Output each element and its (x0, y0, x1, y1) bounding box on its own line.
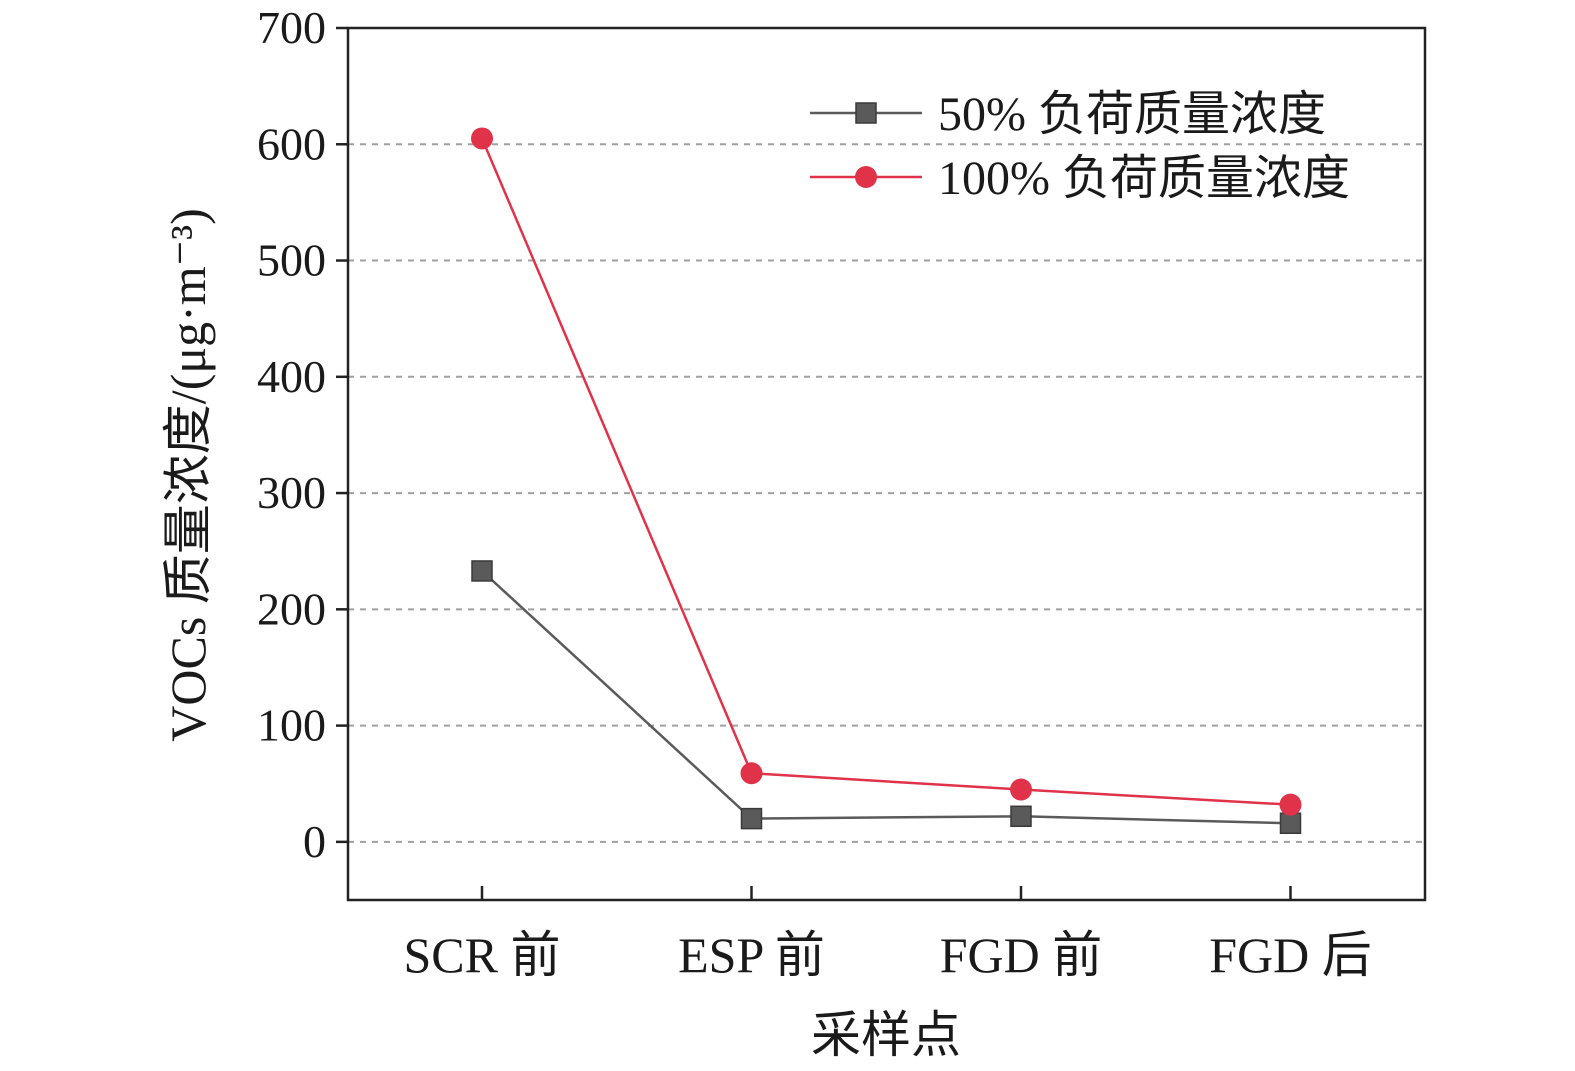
data-point (740, 807, 763, 830)
series-1 (471, 127, 1302, 816)
y-tick-label: 400 (257, 351, 326, 402)
series-line (481, 570, 1291, 825)
y-tick-label: 200 (257, 583, 326, 634)
legend-item-0: 50% 负荷质量浓度 (810, 88, 1326, 141)
y-tick-label: 600 (257, 118, 326, 169)
y-tick-label: 500 (257, 235, 326, 286)
data-point (1279, 793, 1302, 816)
y-tick-label: 300 (257, 467, 326, 518)
data-point (471, 560, 493, 582)
plot-frame (346, 26, 1427, 902)
data-point (1010, 778, 1032, 801)
series-line (480, 137, 1291, 806)
x-tick-label: FGD 前 (940, 927, 1103, 983)
x-tick-label: SCR 前 (403, 927, 560, 983)
legend-marker (855, 166, 877, 188)
x-axis-title: 采样点 (811, 1007, 961, 1063)
data-point (1279, 812, 1302, 835)
y-axis: 0 100 200 300 400 500 600 700 (257, 2, 348, 867)
y-tick-label: 100 (257, 700, 326, 751)
data-point (471, 127, 493, 150)
legend: 50% 负荷质量浓度 100% 负荷质量浓度 (810, 88, 1350, 205)
x-tick-label: ESP 前 (678, 927, 825, 983)
legend-marker (855, 102, 877, 124)
series-group (471, 127, 1302, 835)
data-point (1010, 805, 1032, 828)
legend-item-1: 100% 负荷质量浓度 (810, 152, 1350, 205)
y-tick-label: 700 (257, 2, 326, 53)
legend-label: 50% 负荷质量浓度 (938, 88, 1326, 141)
series-0 (471, 560, 1302, 835)
y-tick-label: 0 (303, 816, 326, 867)
gridlines (348, 143, 1425, 843)
x-axis: SCR 前 ESP 前 FGD 前 FGD 后 (403, 886, 1372, 983)
x-tick-label: FGD 后 (1209, 927, 1372, 983)
legend-label: 100% 负荷质量浓度 (938, 152, 1350, 205)
data-point (740, 762, 763, 785)
y-axis-title: VOCs 质量浓度/(μg·m⁻³) (160, 208, 216, 741)
